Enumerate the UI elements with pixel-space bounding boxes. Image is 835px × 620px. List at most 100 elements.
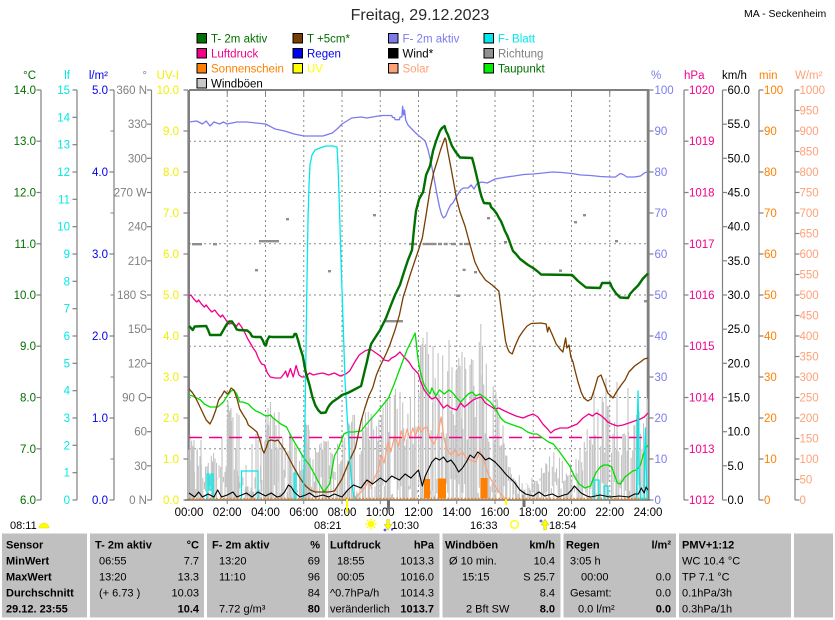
svg-text:180 S: 180 S	[117, 290, 147, 302]
svg-text:20: 20	[764, 413, 777, 425]
svg-text:100: 100	[764, 85, 783, 97]
svg-text:7.0: 7.0	[20, 444, 36, 456]
svg-text:18:55: 18:55	[337, 556, 365, 568]
svg-text:Richtung: Richtung	[498, 49, 543, 61]
svg-text:0.0: 0.0	[163, 495, 179, 507]
svg-text:5.0: 5.0	[92, 85, 108, 97]
svg-text:13.0: 13.0	[14, 136, 36, 148]
svg-text:70: 70	[655, 208, 668, 220]
svg-text:15:15: 15:15	[462, 572, 490, 584]
svg-text:50.0: 50.0	[728, 153, 750, 165]
svg-text:PMV+1:12: PMV+1:12	[682, 540, 734, 552]
svg-text:12.0: 12.0	[14, 188, 36, 200]
svg-text:700: 700	[800, 208, 819, 220]
svg-text:0.0: 0.0	[92, 495, 108, 507]
svg-text:5.0: 5.0	[163, 290, 179, 302]
svg-text:29.12. 23:55: 29.12. 23:55	[6, 604, 68, 616]
svg-text:100: 100	[655, 85, 674, 97]
svg-text:8: 8	[64, 276, 70, 288]
svg-text:0.0: 0.0	[728, 495, 744, 507]
svg-text:5.0: 5.0	[728, 461, 744, 473]
svg-text:70: 70	[764, 208, 777, 220]
svg-text:800: 800	[800, 167, 819, 179]
svg-text:850: 850	[800, 147, 819, 159]
svg-text:2: 2	[64, 440, 70, 452]
svg-text:T- 2m aktiv: T- 2m aktiv	[95, 540, 153, 552]
svg-text:96: 96	[308, 572, 320, 584]
svg-text:Solar: Solar	[403, 64, 430, 76]
svg-text:45.0: 45.0	[728, 188, 750, 200]
svg-text:55.0: 55.0	[728, 119, 750, 131]
svg-text:S 25.7: S 25.7	[523, 572, 555, 584]
svg-text:08:00: 08:00	[328, 507, 357, 519]
svg-text:30: 30	[655, 372, 668, 384]
svg-text:hPa: hPa	[414, 540, 435, 552]
svg-text:20:00: 20:00	[557, 507, 586, 519]
svg-text:150: 150	[800, 434, 819, 446]
svg-text:1013: 1013	[689, 444, 715, 456]
svg-text:1013.3: 1013.3	[400, 556, 434, 568]
svg-text:T- 2m aktiv: T- 2m aktiv	[211, 34, 267, 46]
svg-text:7.7: 7.7	[184, 556, 199, 568]
svg-text:120: 120	[128, 358, 147, 370]
svg-text:300: 300	[800, 372, 819, 384]
svg-text:02:00: 02:00	[213, 507, 242, 519]
svg-text:8.0: 8.0	[540, 604, 555, 616]
svg-text:Sonnenschein: Sonnenschein	[211, 64, 284, 76]
svg-text:30.0: 30.0	[728, 290, 750, 302]
svg-text:11:10: 11:10	[219, 572, 246, 584]
svg-text:60: 60	[655, 249, 668, 261]
svg-text:60: 60	[134, 427, 147, 439]
svg-text:1020: 1020	[689, 85, 715, 97]
svg-text:60: 60	[764, 249, 777, 261]
svg-text:5: 5	[64, 358, 70, 370]
svg-text:1016.0: 1016.0	[400, 572, 434, 584]
svg-text:18:00: 18:00	[519, 507, 548, 519]
svg-text:10.4: 10.4	[534, 556, 555, 568]
svg-text:0: 0	[764, 495, 770, 507]
svg-text:00:00: 00:00	[581, 572, 609, 584]
svg-text:40.0: 40.0	[728, 222, 750, 234]
svg-text:350: 350	[800, 352, 819, 364]
svg-text:10.03: 10.03	[171, 588, 199, 600]
svg-text:30: 30	[134, 461, 147, 473]
svg-text:0: 0	[655, 495, 661, 507]
svg-text:Durchschnitt: Durchschnitt	[6, 588, 74, 600]
svg-text:18:54: 18:54	[549, 520, 577, 532]
svg-text:25.0: 25.0	[728, 324, 750, 336]
svg-text:km/h: km/h	[529, 540, 555, 552]
svg-text:300: 300	[128, 153, 147, 165]
svg-text:MaxWert: MaxWert	[6, 572, 52, 584]
svg-text:4: 4	[64, 386, 71, 398]
svg-text:10.0: 10.0	[157, 85, 179, 97]
svg-text:400: 400	[800, 331, 819, 343]
svg-text:50: 50	[655, 290, 668, 302]
svg-text:2.0: 2.0	[92, 331, 108, 343]
svg-text:04:00: 04:00	[251, 507, 280, 519]
svg-text:Taupunkt: Taupunkt	[498, 64, 545, 76]
svg-text:6.0: 6.0	[20, 495, 36, 507]
svg-text:84: 84	[308, 588, 320, 600]
svg-text:10.0: 10.0	[14, 290, 36, 302]
svg-text:900: 900	[800, 126, 819, 138]
svg-text:Luftdruck: Luftdruck	[330, 540, 382, 552]
svg-text:7.72 g/m³: 7.72 g/m³	[219, 604, 266, 616]
svg-text:10: 10	[764, 454, 777, 466]
svg-text:4.0: 4.0	[92, 167, 108, 179]
svg-text:8.0: 8.0	[163, 167, 179, 179]
svg-text:TP 7.1 °C: TP 7.1 °C	[682, 572, 730, 584]
svg-text:08:11: 08:11	[10, 520, 37, 532]
svg-text:90: 90	[655, 126, 668, 138]
svg-text:7: 7	[64, 304, 70, 316]
svg-text:Luftdruck: Luftdruck	[211, 49, 259, 61]
svg-text:40: 40	[764, 331, 777, 343]
svg-text:Wind*: Wind*	[403, 49, 434, 61]
svg-text:11.0: 11.0	[14, 239, 36, 251]
svg-text:Regen: Regen	[566, 540, 600, 552]
svg-text:6: 6	[64, 331, 70, 343]
svg-text:WC 10.4 °C: WC 10.4 °C	[682, 556, 740, 568]
svg-text:00:00: 00:00	[175, 507, 204, 519]
svg-text:(+ 6.73 ): (+ 6.73 )	[99, 588, 140, 600]
svg-text:l/m²: l/m²	[651, 540, 671, 552]
svg-text:69: 69	[308, 556, 320, 568]
